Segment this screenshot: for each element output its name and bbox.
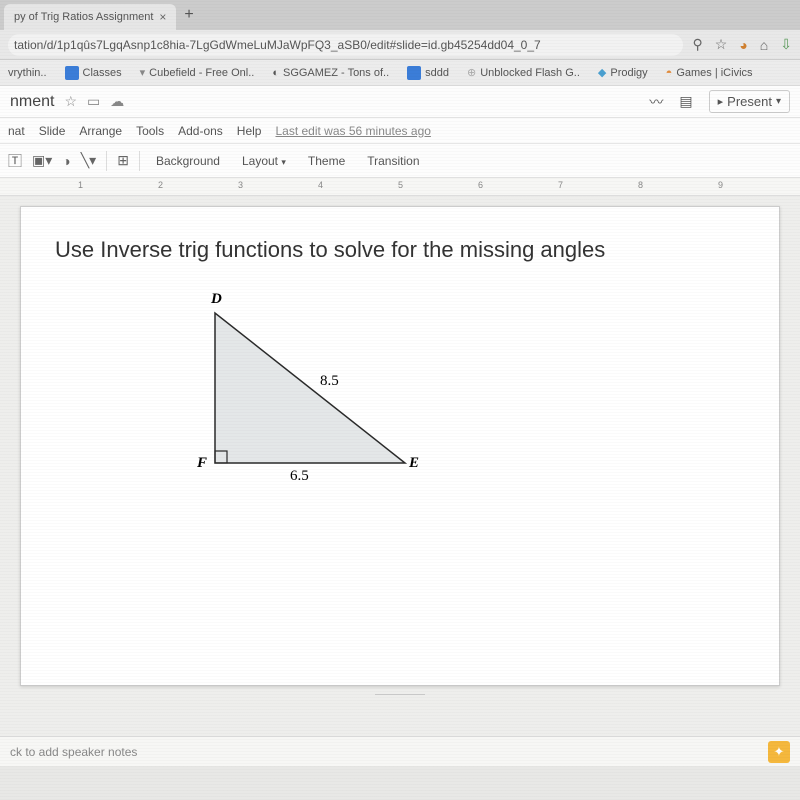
- profile-icon[interactable]: ◕: [739, 37, 747, 53]
- ruler-tick: 7: [558, 180, 563, 190]
- line-icon[interactable]: ╲▾: [81, 152, 96, 169]
- vertex-D: D: [211, 291, 222, 308]
- toolbar: 🅃 ▣▾ ◑ ╲▾ ⊞ Background Layout ▾ Theme Tr…: [0, 144, 800, 178]
- ruler-tick: 9: [718, 180, 723, 190]
- separator: [106, 151, 107, 171]
- notes-drag-handle[interactable]: [375, 694, 425, 700]
- app-title-bar: nment ☆ ▭ ☁ 〰 ▤ ▸ Present ▾: [0, 86, 800, 118]
- ruler-tick: 5: [398, 180, 403, 190]
- vertex-F: F: [197, 455, 207, 472]
- bookmark-item[interactable]: Classes: [65, 66, 122, 80]
- textbox-icon[interactable]: 🅃: [8, 151, 22, 171]
- menu-item[interactable]: Help: [237, 124, 262, 138]
- menu-icon[interactable]: ⇩: [780, 36, 792, 53]
- slide[interactable]: Use Inverse trig functions to solve for …: [20, 206, 780, 686]
- vertex-E: E: [409, 455, 419, 472]
- ruler-tick: 3: [238, 180, 243, 190]
- last-edit-text[interactable]: Last edit was 56 minutes ago: [275, 124, 430, 138]
- present-button[interactable]: ▸ Present ▾: [709, 90, 790, 113]
- zoom-icon[interactable]: ⚲: [693, 36, 703, 53]
- bookmark-icon: [407, 66, 421, 80]
- cloud-icon[interactable]: ☁: [110, 93, 124, 110]
- doc-title[interactable]: nment: [10, 93, 54, 111]
- comment-icon[interactable]: ⊞: [117, 152, 129, 169]
- image-icon[interactable]: ▣▾: [32, 152, 52, 169]
- ruler: 1 2 3 4 5 6 7 8 9: [0, 178, 800, 196]
- triangle-diagram: D F E 8.5 6.5: [175, 303, 455, 493]
- shape-icon[interactable]: ◑: [62, 153, 70, 169]
- ruler-tick: 8: [638, 180, 643, 190]
- new-tab-button[interactable]: +: [184, 6, 193, 24]
- slide-title: Use Inverse trig functions to solve for …: [55, 237, 745, 263]
- chevron-down-icon: ▾: [281, 157, 286, 167]
- tab-title: py of Trig Ratios Assignment: [14, 11, 153, 23]
- bookmark-item[interactable]: vrythin..: [8, 67, 47, 79]
- browser-tab-bar: py of Trig Ratios Assignment × +: [0, 0, 800, 30]
- browser-tab[interactable]: py of Trig Ratios Assignment ×: [4, 4, 176, 30]
- menu-item[interactable]: Add-ons: [178, 124, 223, 138]
- activity-icon[interactable]: 〰: [649, 92, 663, 112]
- canvas[interactable]: Use Inverse trig functions to solve for …: [0, 196, 800, 736]
- bookmarks-bar: vrythin.. Classes ▾Cubefield - Free Onl.…: [0, 60, 800, 86]
- close-icon[interactable]: ×: [159, 10, 166, 24]
- extension-icon[interactable]: ⌂: [760, 37, 768, 53]
- menu-item[interactable]: Slide: [39, 124, 66, 138]
- side-DE: 8.5: [320, 373, 339, 390]
- explore-button[interactable]: ✦: [768, 741, 790, 763]
- bookmark-icon: ◓: [666, 67, 673, 79]
- ruler-tick: 6: [478, 180, 483, 190]
- layout-button[interactable]: Layout ▾: [236, 150, 292, 172]
- bookmark-item[interactable]: ▾Cubefield - Free Onl..: [140, 66, 255, 79]
- url-text: tation/d/1p1qûs7LgqAsnp1c8hia-7LgGdWmeLu…: [14, 38, 541, 52]
- present-label: Present: [727, 94, 772, 109]
- side-FE: 6.5: [290, 468, 309, 485]
- menu-item[interactable]: Tools: [136, 124, 164, 138]
- ruler-tick: 1: [78, 180, 83, 190]
- ruler-tick: 2: [158, 180, 163, 190]
- bookmark-item[interactable]: sddd: [407, 66, 449, 80]
- comments-icon[interactable]: ▤: [679, 93, 692, 110]
- bookmark-item[interactable]: ◓Games | iCivics: [666, 67, 753, 79]
- bookmark-item[interactable]: ◆Prodigy: [598, 66, 648, 79]
- move-icon[interactable]: ▭: [87, 93, 100, 110]
- menu-item[interactable]: nat: [8, 124, 25, 138]
- menu-item[interactable]: Arrange: [79, 124, 122, 138]
- bookmark-icon: ◐: [272, 67, 279, 79]
- separator: [139, 151, 140, 171]
- star-icon[interactable]: ☆: [715, 36, 728, 53]
- speaker-notes-placeholder: ck to add speaker notes: [10, 745, 137, 759]
- chevron-down-icon: ▾: [776, 96, 781, 107]
- bookmark-icon: ▾: [140, 66, 146, 79]
- bookmark-item[interactable]: ⊕Unblocked Flash G..: [467, 66, 580, 79]
- url-bar: tation/d/1p1qûs7LgqAsnp1c8hia-7LgGdWmeLu…: [0, 30, 800, 60]
- star-icon[interactable]: ☆: [64, 93, 77, 110]
- speaker-notes[interactable]: ck to add speaker notes ✦: [0, 736, 800, 766]
- theme-button[interactable]: Theme: [302, 150, 351, 172]
- menu-bar: nat Slide Arrange Tools Add-ons Help Las…: [0, 118, 800, 144]
- bookmark-icon: ⊕: [467, 66, 476, 79]
- transition-button[interactable]: Transition: [361, 150, 425, 172]
- bookmark-icon: ◆: [598, 66, 606, 79]
- play-icon: ▸: [718, 95, 724, 108]
- bookmark-item[interactable]: ◐SGGAMEZ - Tons of..: [272, 67, 389, 79]
- bookmark-icon: [65, 66, 79, 80]
- url-field[interactable]: tation/d/1p1qûs7LgqAsnp1c8hia-7LgGdWmeLu…: [8, 34, 683, 56]
- ruler-tick: 4: [318, 180, 323, 190]
- background-button[interactable]: Background: [150, 150, 226, 172]
